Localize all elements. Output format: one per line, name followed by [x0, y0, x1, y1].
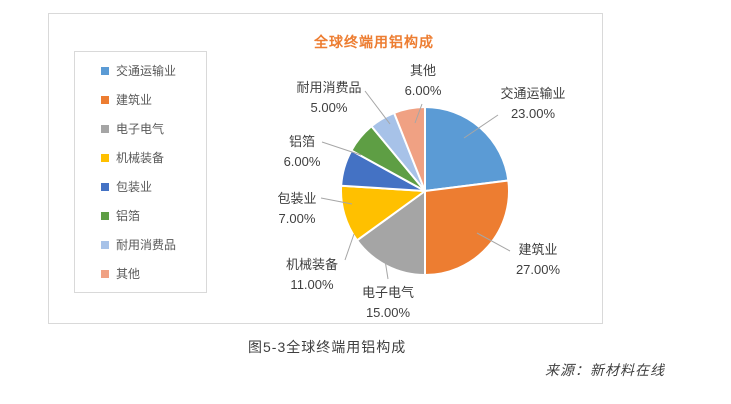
label-leader-line	[321, 141, 362, 156]
chart-title: 全球终端用铝构成	[314, 34, 434, 50]
pie-slice	[355, 189, 426, 277]
legend-swatch-icon	[101, 269, 109, 278]
pie-label-value: 27.00%	[515, 262, 561, 277]
pie-label-name: 铝箔	[288, 134, 315, 149]
chart-area: 全球终端用铝构成 交通运输业 建筑业 电子电气 机械装备 包装业 铝箔 耐用消费	[48, 13, 603, 324]
pie-slice	[424, 105, 510, 193]
source-credit: 来源：新材料在线	[545, 362, 665, 378]
pie-label-durables: 耐用消费品 5.00%	[296, 78, 361, 118]
legend-label: 耐用消费品	[116, 238, 177, 252]
label-leader-line	[364, 90, 391, 125]
legend-label: 铝箔	[116, 209, 141, 223]
legend-swatch-icon	[101, 240, 109, 249]
pie-label-electronics: 电子电气 15.00%	[362, 283, 414, 323]
label-leader-line	[463, 114, 499, 139]
label-leader-line	[476, 232, 511, 252]
legend-swatch-icon	[101, 211, 109, 220]
pie-label-other: 其他 6.00%	[405, 61, 442, 101]
label-leader-line	[384, 259, 389, 280]
pie-label-name: 建筑业	[518, 242, 558, 257]
legend-swatch-icon	[101, 66, 109, 75]
legend-swatch-icon	[101, 153, 109, 162]
legend-item-foil: 铝箔	[75, 201, 206, 230]
legend-item-transport: 交通运输业	[75, 56, 206, 85]
legend-item-other: 其他	[75, 259, 206, 288]
pie-label-foil: 铝箔 6.00%	[284, 132, 321, 172]
pie-label-value: 7.00%	[278, 211, 316, 226]
pie-label-machinery: 机械装备 11.00%	[286, 255, 338, 295]
pie-label-packaging: 包装业 7.00%	[277, 189, 316, 229]
legend-label: 其他	[116, 267, 141, 281]
pie-label-value: 11.00%	[290, 277, 334, 292]
pie-label-value: 6.00%	[404, 83, 442, 98]
pie-label-name: 机械装备	[285, 257, 339, 272]
legend-item-durables: 耐用消费品	[75, 230, 206, 259]
label-leader-line	[320, 197, 353, 205]
legend-label: 机械装备	[116, 151, 165, 165]
pie-label-name: 其他	[409, 63, 436, 78]
pie-chart	[320, 90, 511, 280]
pie-label-value: 15.00%	[365, 305, 411, 320]
chart-legend: 交通运输业 建筑业 电子电气 机械装备 包装业 铝箔 耐用消费品 其他	[74, 51, 207, 293]
legend-label: 建筑业	[116, 93, 153, 107]
pie-label-name: 耐用消费品	[296, 80, 362, 95]
pie-label-name: 电子电气	[361, 285, 415, 300]
pie-label-name: 交通运输业	[500, 86, 566, 101]
legend-item-electronics: 电子电气	[75, 114, 206, 143]
pie-slice	[424, 179, 510, 277]
pie-label-construction: 建筑业 27.00%	[516, 240, 560, 280]
legend-swatch-icon	[101, 95, 109, 104]
legend-item-machinery: 机械装备	[75, 143, 206, 172]
pie-label-value: 5.00%	[310, 100, 348, 115]
legend-item-construction: 建筑业	[75, 85, 206, 114]
pie-label-value: 6.00%	[283, 154, 321, 169]
figure-caption: 图5-3全球终端用铝构成	[248, 339, 407, 355]
pie-label-value: 23.00%	[510, 106, 556, 121]
pie-slice	[392, 105, 426, 192]
legend-label: 包装业	[116, 180, 153, 194]
legend-label: 交通运输业	[116, 64, 177, 78]
legend-item-packaging: 包装业	[75, 172, 206, 201]
legend-label: 电子电气	[116, 122, 165, 136]
legend-swatch-icon	[101, 182, 109, 191]
label-leader-line	[344, 233, 355, 261]
pie-label-name: 包装业	[277, 191, 317, 206]
legend-swatch-icon	[101, 124, 109, 133]
label-leader-line	[414, 103, 423, 124]
pie-label-transport: 交通运输业 23.00%	[500, 84, 565, 124]
